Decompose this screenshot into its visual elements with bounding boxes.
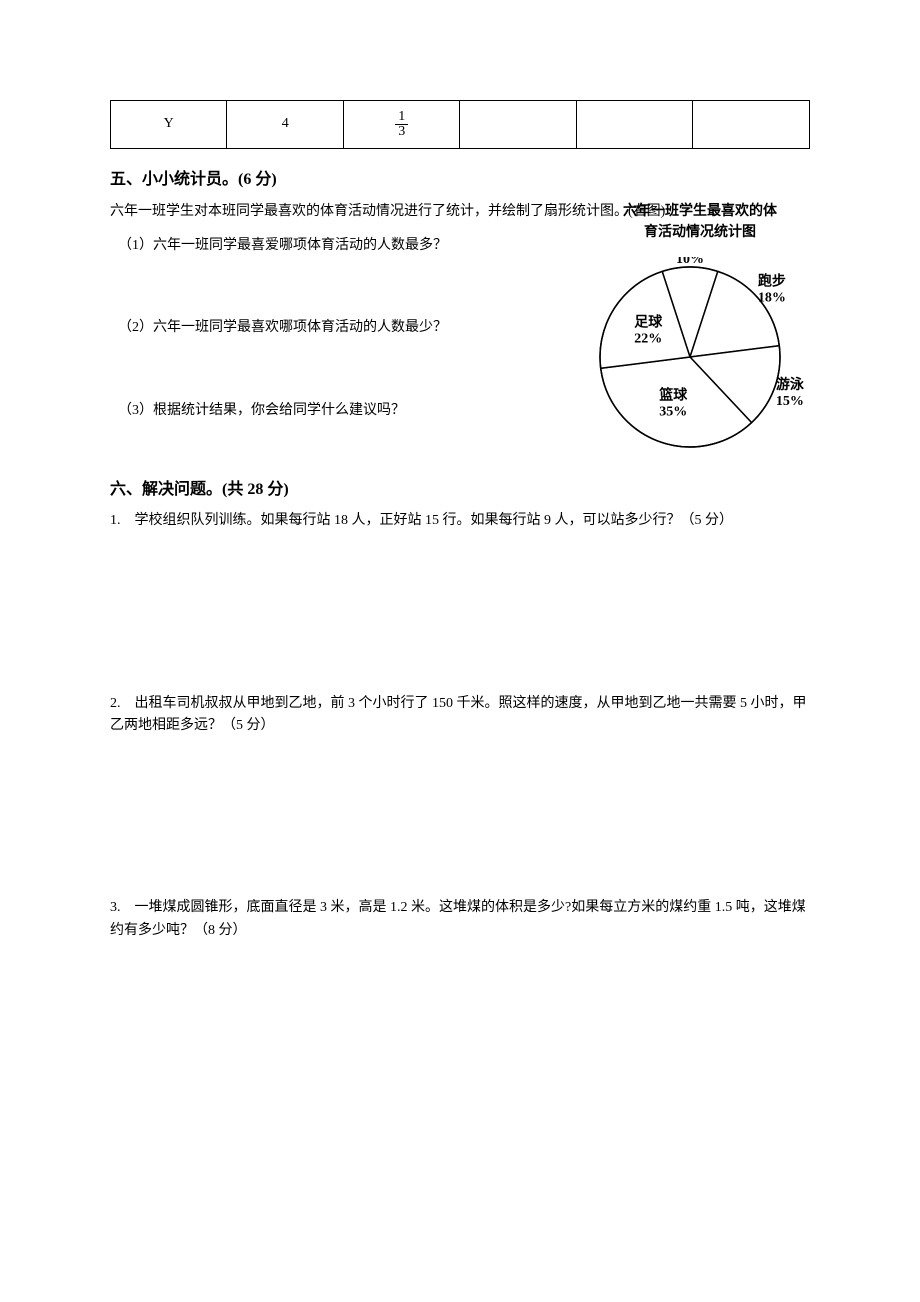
svg-text:15%: 15% [776, 394, 804, 409]
svg-text:篮球: 篮球 [658, 386, 688, 403]
svg-text:游泳: 游泳 [776, 376, 805, 393]
table-cell [693, 101, 810, 149]
svg-text:10%: 10% [676, 257, 704, 267]
table-cell: 4 [227, 101, 343, 149]
section-6-heading: 六、解决问题。(共 28 分) [110, 477, 810, 503]
table-cell: 13 [343, 101, 459, 149]
svg-text:35%: 35% [659, 404, 687, 419]
variable-table: Y 4 13 [110, 100, 810, 149]
pie-chart: 其他10%跑步18%游泳15%篮球35%足球22% [590, 257, 810, 465]
cell-text: Y [164, 116, 174, 131]
cell-text: 4 [282, 116, 289, 131]
chart-title-line1: 六年一班学生最喜欢的体 [623, 204, 777, 219]
fraction-one-third: 13 [395, 110, 408, 139]
table-cell [576, 101, 692, 149]
svg-text:跑步: 跑步 [758, 272, 786, 289]
pie-chart-title: 六年一班学生最喜欢的体 育活动情况统计图 [590, 201, 810, 243]
chart-title-line2: 育活动情况统计图 [644, 225, 756, 240]
section-5-heading: 五、小小统计员。(6 分) [110, 167, 810, 193]
pie-chart-svg: 其他10%跑步18%游泳15%篮球35%足球22% [590, 257, 810, 457]
table-cell: Y [111, 101, 227, 149]
section6-q3: 3. 一堆煤成圆锥形，底面直径是 3 米，高是 1.2 米。这堆煤的体积是多少?… [110, 897, 810, 942]
stats-block: 六年一班学生对本班同学最喜欢的体育活动情况进行了统计，并绘制了扇形统计图。(右图… [110, 201, 810, 471]
section6-q1: 1. 学校组织队列训练。如果每行站 18 人，正好站 15 行。如果每行站 9 … [110, 510, 810, 532]
svg-text:足球: 足球 [634, 313, 663, 330]
svg-text:22%: 22% [634, 331, 662, 346]
table-cell [460, 101, 576, 149]
section6-q2: 2. 出租车司机叔叔从甲地到乙地，前 3 个小时行了 150 千米。照这样的速度… [110, 693, 810, 738]
